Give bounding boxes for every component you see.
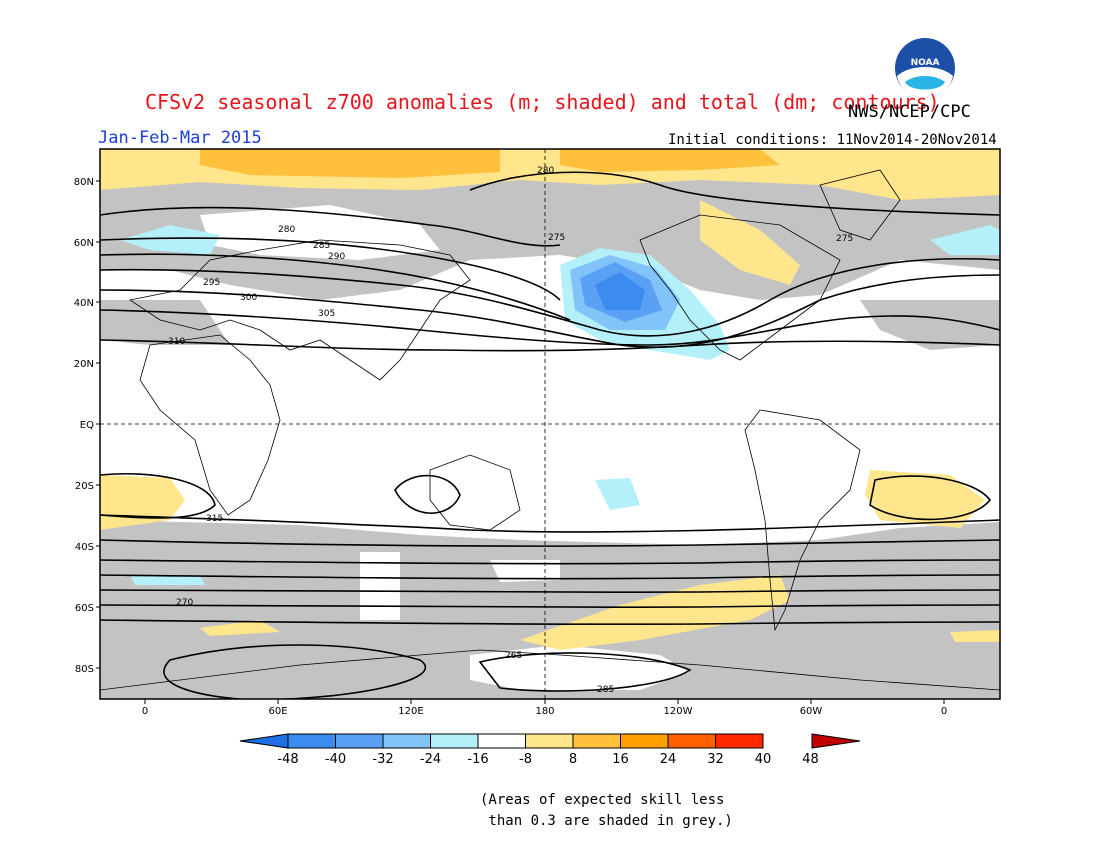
colorbar-tick-label: -24 xyxy=(420,752,441,767)
colorbar-arrow-high xyxy=(811,733,861,749)
forecast-period: Jan-Feb-Mar 2015 xyxy=(98,128,262,148)
colorbar-tick-label: 40 xyxy=(755,752,772,767)
noaa-logo-icon: NOAA xyxy=(895,38,955,98)
lat-label-20n: 20N xyxy=(74,359,94,370)
contour-label: 265 xyxy=(505,651,522,661)
lat-label-80n: 80N xyxy=(74,177,94,188)
chart-title: CFSv2 seasonal z700 anomalies (m; shaded… xyxy=(145,90,940,114)
lon-label-120e: 120E xyxy=(398,706,423,717)
contour-label: 275 xyxy=(836,234,853,244)
agency-label: NWS/NCEP/CPC xyxy=(848,102,971,122)
colorbar-tick-label: 8 xyxy=(569,752,577,767)
contour-label: 315 xyxy=(206,514,223,524)
longitude-axis: 0 60E 120E 180 120W 60W 0 xyxy=(142,699,947,717)
lat-label-40n: 40N xyxy=(74,298,94,309)
colorbar-segment xyxy=(335,733,384,749)
contour-label: 280 xyxy=(537,166,554,176)
colorbar-arrow-low xyxy=(239,733,289,749)
contour-label: 270 xyxy=(176,598,193,608)
colorbar-tick-label: 48 xyxy=(802,752,819,767)
colorbar-tick-label: 24 xyxy=(660,752,677,767)
contour-label: 295 xyxy=(203,278,220,288)
colorbar-segment xyxy=(667,733,716,749)
lon-label-0: 0 xyxy=(142,706,148,717)
lon-label-60w: 60W xyxy=(800,706,823,717)
initial-conditions: Initial conditions: 11Nov2014-20Nov2014 xyxy=(668,132,997,148)
lat-label-20s: 20S xyxy=(75,481,94,492)
contour-label: 310 xyxy=(168,337,185,347)
colorbar-tick-label: 16 xyxy=(612,752,629,767)
contour-label: 300 xyxy=(240,293,257,303)
colorbar-segment xyxy=(525,733,574,749)
contour-label: 285 xyxy=(597,685,614,695)
footnote: (Areas of expected skill less than 0.3 a… xyxy=(480,792,733,829)
lat-label-60s: 60S xyxy=(75,603,94,614)
colorbar-tick-label: -32 xyxy=(372,752,393,767)
colorbar-tick-label: -40 xyxy=(325,752,346,767)
colorbar-tick-label: -48 xyxy=(277,752,298,767)
lon-label-0-east: 0 xyxy=(941,706,947,717)
contour-label: 305 xyxy=(318,309,335,319)
lat-label-40s: 40S xyxy=(75,542,94,553)
coastlines xyxy=(100,169,1000,691)
svg-text:NOAA: NOAA xyxy=(911,58,940,68)
colorbar-segment xyxy=(477,733,526,749)
colorbar-tick-label: -16 xyxy=(467,752,488,767)
colorbar-segment xyxy=(715,733,764,749)
contour-label: 285 xyxy=(313,241,330,251)
colorbar: -48 -40 -32 -24 -16 -8 8 16 24 32 40 48 xyxy=(239,733,861,767)
contour-label: 290 xyxy=(328,252,345,262)
contour-labels: 280 275 275 280 285 290 295 300 305 310 … xyxy=(168,166,853,695)
colorbar-tick-label: -8 xyxy=(519,752,532,767)
colorbar-segment xyxy=(430,733,479,749)
contour-label: 280 xyxy=(278,225,295,235)
lon-label-60e: 60E xyxy=(268,706,287,717)
latitude-axis: 80N 60N 40N 20N EQ 20S 40S 60S 80S xyxy=(74,177,100,675)
colorbar-tick-label: 32 xyxy=(707,752,724,767)
lat-label-eq: EQ xyxy=(80,420,94,431)
colorbar-segment xyxy=(620,733,669,749)
colorbar-segment xyxy=(287,733,336,749)
height-contours xyxy=(100,171,1000,699)
contour-label: 275 xyxy=(548,233,565,243)
lat-label-60n: 60N xyxy=(74,238,94,249)
lon-label-180: 180 xyxy=(535,706,554,717)
colorbar-segment xyxy=(382,733,431,749)
lon-label-120w: 120W xyxy=(664,706,693,717)
colorbar-segment xyxy=(572,733,621,749)
lat-label-80s: 80S xyxy=(75,664,94,675)
